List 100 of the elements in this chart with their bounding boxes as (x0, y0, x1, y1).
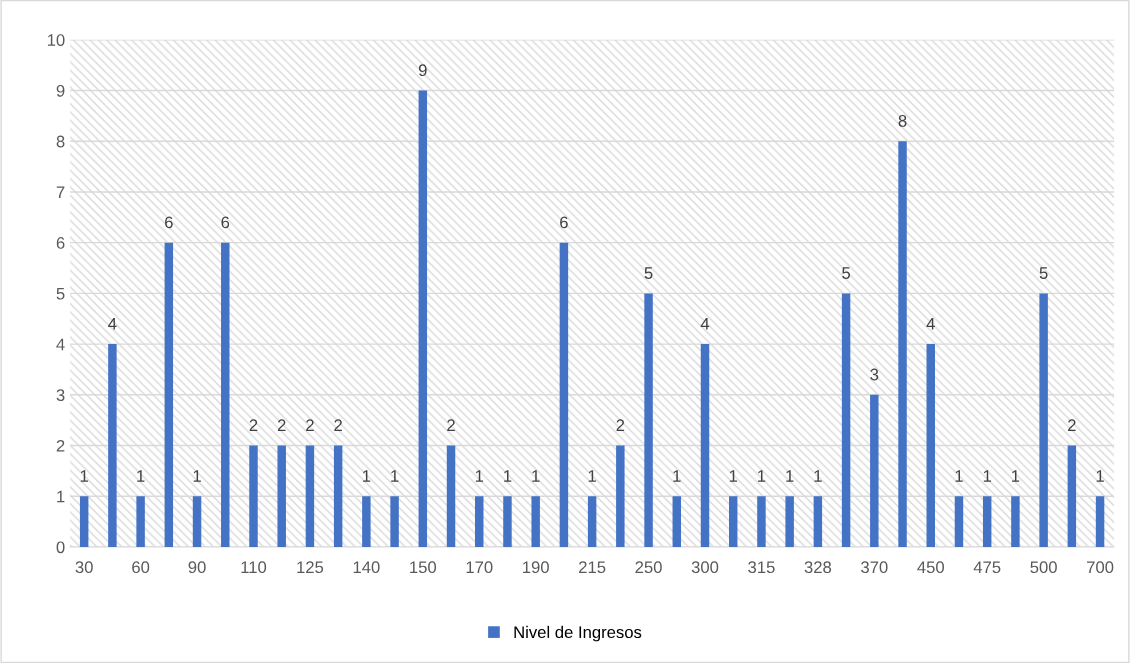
data-label: 1 (814, 470, 822, 482)
data-label: 5 (644, 267, 653, 279)
data-label: 1 (193, 470, 201, 482)
bar (305, 445, 315, 547)
y-tick-label: 4 (56, 338, 65, 351)
data-label: 1 (1096, 470, 1104, 482)
x-tick-label: 125 (297, 561, 324, 574)
x-tick-label: 700 (1087, 561, 1114, 574)
x-tick-label: 110 (241, 561, 267, 574)
bar (982, 496, 992, 547)
y-tick-label: 6 (56, 237, 65, 249)
y-tick-label: 1 (57, 490, 65, 503)
bar (841, 293, 851, 547)
data-label: 2 (306, 419, 314, 431)
data-label: 1 (758, 470, 766, 482)
bar (1067, 445, 1077, 547)
y-tick-label: 8 (56, 135, 65, 148)
bar (446, 445, 456, 547)
bar (1095, 496, 1105, 547)
bar (1039, 293, 1048, 547)
bar (333, 445, 343, 547)
data-label: 1 (955, 470, 963, 482)
bar (954, 496, 964, 547)
data-label: 1 (504, 470, 512, 482)
x-tick-label: 60 (132, 561, 150, 574)
bar (192, 496, 202, 547)
bar (672, 496, 682, 547)
data-label: 4 (108, 318, 117, 330)
data-label: 2 (334, 419, 342, 431)
data-label: 4 (700, 318, 710, 330)
bar (503, 496, 512, 547)
bar (1011, 496, 1020, 547)
data-label: 2 (447, 419, 455, 431)
data-label: 2 (1068, 419, 1076, 431)
bar (475, 496, 484, 547)
data-label: 1 (786, 470, 794, 482)
data-label: 1 (588, 470, 596, 482)
x-tick-label: 300 (691, 561, 719, 574)
bar (644, 293, 653, 547)
x-tick-label: 150 (410, 561, 437, 574)
data-label: 8 (898, 115, 907, 127)
data-label: 9 (418, 64, 427, 77)
data-label: 1 (80, 470, 88, 482)
data-label: 2 (277, 419, 286, 431)
bar (813, 496, 823, 547)
x-tick-label: 215 (579, 561, 606, 574)
x-tick-label: 315 (748, 561, 775, 574)
data-label: 1 (983, 470, 992, 482)
data-label: 1 (729, 470, 738, 482)
x-tick-label: 370 (861, 561, 888, 574)
data-label: 6 (221, 216, 230, 229)
bar (559, 242, 569, 547)
bar (870, 394, 879, 547)
x-tick-label: 170 (466, 561, 493, 574)
y-tick-label: 3 (56, 389, 65, 402)
data-label: 6 (165, 216, 173, 229)
bar (362, 496, 371, 547)
legend-label: Nivel de Ingresos (514, 625, 642, 642)
data-label: 1 (673, 470, 681, 482)
data-label: 1 (475, 470, 484, 482)
x-tick-label: 500 (1030, 561, 1057, 574)
bar (587, 496, 597, 547)
bar (757, 496, 766, 547)
bar (728, 496, 738, 547)
bar (164, 242, 174, 547)
bar (221, 242, 230, 547)
x-tick-label: 328 (804, 561, 832, 574)
bar (418, 90, 428, 547)
data-label: 5 (1039, 267, 1048, 279)
data-label: 1 (391, 470, 399, 482)
x-tick-label: 475 (973, 561, 1001, 574)
bar (700, 344, 710, 547)
y-tick-label: 2 (56, 439, 65, 452)
bar (926, 344, 935, 547)
bar (108, 344, 117, 547)
data-label: 6 (560, 216, 568, 229)
data-label: 3 (870, 368, 879, 381)
bar (390, 496, 399, 547)
bar (136, 496, 145, 547)
data-label: 1 (137, 470, 145, 482)
x-tick-label: 190 (523, 561, 549, 574)
y-tick-label: 5 (56, 287, 65, 300)
data-label: 2 (249, 419, 258, 431)
bar (531, 496, 540, 547)
bar (277, 445, 286, 547)
bar (785, 496, 794, 547)
data-label: 1 (532, 470, 540, 482)
bar (79, 496, 89, 547)
x-tick-label: 90 (188, 561, 206, 574)
data-label: 1 (363, 470, 371, 482)
bar (249, 445, 258, 547)
x-tick-label: 250 (635, 561, 662, 574)
x-tick-label: 450 (917, 561, 945, 574)
y-tick-label: 10 (47, 34, 65, 46)
bar (616, 445, 625, 547)
data-label: 4 (926, 318, 935, 330)
data-label: 2 (616, 419, 625, 431)
y-tick-label: 7 (56, 186, 65, 198)
data-label: 1 (1012, 470, 1020, 482)
y-tick-label: 0 (56, 541, 65, 554)
